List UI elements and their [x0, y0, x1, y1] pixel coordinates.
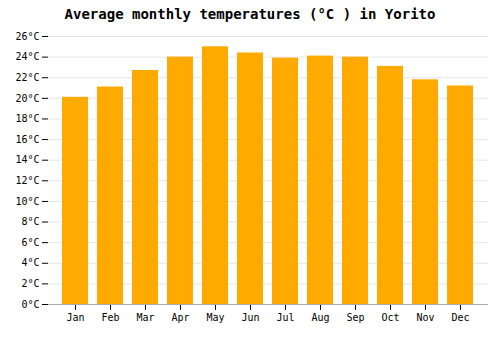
- svg-text:24°C: 24°C: [15, 51, 39, 62]
- svg-text:22°C: 22°C: [15, 72, 39, 83]
- svg-text:Jun: Jun: [241, 312, 259, 323]
- svg-text:2°C: 2°C: [21, 278, 39, 289]
- svg-text:0°C: 0°C: [21, 299, 39, 310]
- svg-text:Jul: Jul: [276, 312, 294, 323]
- svg-text:8°C: 8°C: [21, 216, 39, 227]
- svg-text:Jan: Jan: [66, 312, 84, 323]
- svg-text:May: May: [206, 312, 224, 323]
- svg-text:20°C: 20°C: [15, 93, 39, 104]
- svg-text:Apr: Apr: [171, 312, 189, 323]
- svg-text:Oct: Oct: [381, 312, 399, 323]
- svg-text:16°C: 16°C: [15, 134, 39, 145]
- svg-text:26°C: 26°C: [15, 31, 39, 42]
- svg-text:6°C: 6°C: [21, 237, 39, 248]
- svg-text:18°C: 18°C: [15, 113, 39, 124]
- svg-text:14°C: 14°C: [15, 154, 39, 165]
- svg-text:Aug: Aug: [311, 312, 329, 323]
- svg-text:12°C: 12°C: [15, 175, 39, 186]
- svg-text:Feb: Feb: [101, 312, 119, 323]
- svg-text:Sep: Sep: [346, 312, 364, 323]
- svg-text:Mar: Mar: [136, 312, 154, 323]
- html-text:Average monthly temperatures (: Average monthly temperatures (°C ) in Yo…: [64, 6, 436, 22]
- svg-text:4°C: 4°C: [21, 257, 39, 268]
- svg-text:Nov: Nov: [416, 312, 434, 323]
- svg-text:10°C: 10°C: [15, 196, 39, 207]
- svg-text:Dec: Dec: [451, 312, 469, 323]
